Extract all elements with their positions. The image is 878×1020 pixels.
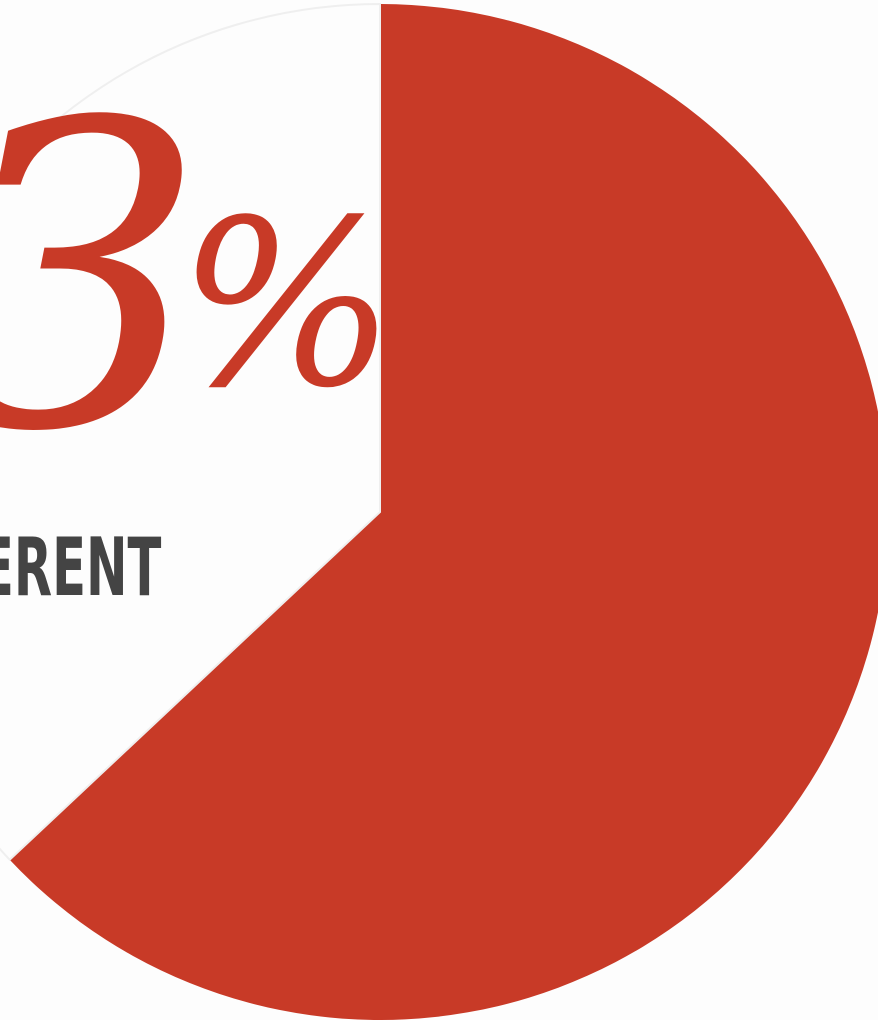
highlight-digit: 3 [0,35,207,524]
highlight-percentage: 3% [0,70,396,490]
pie-slice-2 [0,2,381,862]
highlight-caption: ERENT [0,521,162,614]
pie-slice-1 [9,4,878,1020]
percent-symbol: % [177,172,396,439]
